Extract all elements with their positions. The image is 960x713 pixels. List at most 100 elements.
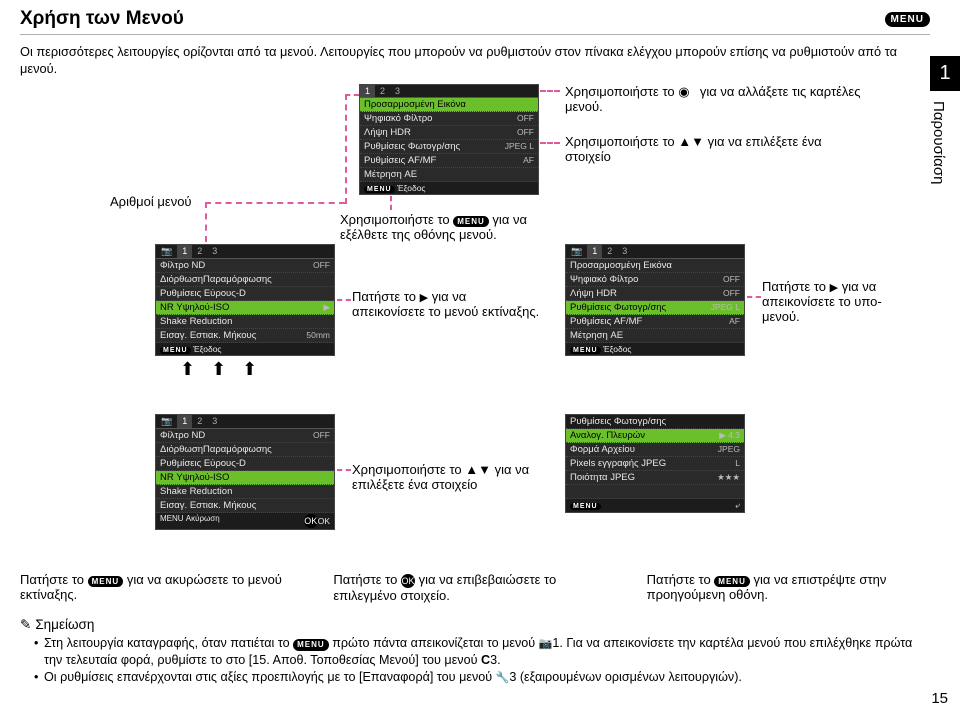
lcd-row-val: ▶ — [323, 302, 330, 313]
lcd-tab: 1 — [587, 245, 602, 258]
lcd-row-key: Shake Reduction — [160, 316, 330, 327]
label-part: Χρησιμοποιήστε το — [565, 134, 678, 149]
label-part: πρώτο πάντα απεικονίζεται το μενού — [329, 636, 539, 650]
lcd-row-key: Εισαγ. Εστιακ. Μήκους — [160, 500, 330, 511]
menu-icon: MENU — [570, 347, 601, 354]
lcd-tab: 3 — [207, 415, 222, 428]
label-part: Χρησιμοποιήστε το — [340, 212, 453, 227]
lcd-row-key: Μέτρηση AE — [570, 330, 740, 341]
note-heading: Σημείωση — [20, 617, 930, 633]
page-number: 15 — [931, 690, 948, 707]
lcd-row-key: Pixels εγγραφής JPEG — [570, 458, 735, 469]
lcd-row-key: Ψηφιακό Φίλτρο — [570, 274, 723, 285]
lcd-tab: 1 — [360, 85, 375, 97]
lcd-row-key: Ρυθμίσεις AF/MF — [570, 316, 729, 327]
label-updown-hint2: Χρησιμοποιήστε το ▲▼ για να επιλέξετε έν… — [352, 462, 552, 492]
lcd-row-key: NR Υψηλού-ISO — [160, 302, 323, 313]
lcd-row-val: AF — [729, 316, 740, 327]
lcd-row-key: Φορμά Αρχείου — [570, 444, 718, 455]
lcd-footer: OK — [318, 516, 330, 526]
lcd-title: Ρυθμίσεις Φωτογρ/σης — [570, 416, 740, 427]
lcd-screen-submenu: Ρυθμίσεις Φωτογρ/σης Αναλογ. Πλευρών▶ 4:… — [565, 414, 745, 513]
lcd-row-key: Ρυθμίσεις Εύρους-D — [160, 288, 330, 299]
lcd-row-key: Προσαρμοσμένη Εικόνα — [364, 99, 534, 110]
ok-icon: OK — [304, 514, 318, 528]
lcd-row-key: Ψηφιακό Φίλτρο — [364, 113, 517, 124]
lcd-row-key: Λήψη HDR — [364, 127, 517, 138]
lcd-row-val: 50mm — [306, 330, 330, 341]
menu-icon: MENU — [293, 639, 329, 652]
ok-icon: OK — [401, 574, 415, 588]
label-menu-numbers: Αριθμοί μενού — [110, 194, 192, 209]
label-exit-hint: Χρησιμοποιήστε το MENU για να εξέλθετε τ… — [340, 212, 550, 242]
label-part: Πατήστε το — [352, 289, 420, 304]
lcd-row-key: Μέτρηση AE — [364, 169, 534, 180]
menu-icon: MENU — [364, 186, 395, 193]
lcd-row-key: Προσαρμοσμένη Εικόνα — [570, 260, 740, 271]
lcd-row-val: L — [735, 458, 740, 469]
chapter-tab: 1 Παρουσίαση — [930, 56, 960, 184]
lcd-tab: 3 — [390, 85, 405, 97]
updown-arrow-icon: ▲▼ — [678, 134, 704, 149]
lcd-tab: 📷 — [156, 245, 177, 258]
lcd-row-val: JPEG — [718, 444, 740, 455]
menu-icon: MENU — [453, 216, 489, 227]
lcd-row-key: Φίλτρο ND — [160, 430, 313, 441]
updown-arrow-icon: ▲▼ — [465, 462, 491, 477]
lcd-row-key: Εισαγ. Εστιακ. Μήκους — [160, 330, 306, 341]
note-item: Οι ρυθμίσεις επανέρχονται στις αξίες προ… — [34, 669, 930, 686]
lcd-row-key: Αναλογ. Πλευρών — [570, 430, 719, 441]
lcd-footer: ⤶ — [735, 500, 740, 511]
lcd-row-val: OFF — [723, 288, 740, 299]
lcd-row-val: ▶ 4:3 — [719, 430, 740, 441]
camera-icon: 📷 — [539, 637, 553, 652]
label-right-hint: Πατήστε το ▶ για να απεικονίσετε το μενο… — [352, 289, 542, 319]
lcd-row-key: Φίλτρο ND — [160, 260, 313, 271]
menu-icon: MENU — [160, 347, 191, 354]
diagram-area: Αριθμοί μενού 1 2 3 Προσαρμοσμένη Εικόνα… — [20, 84, 930, 414]
right-arrow-icon: ▶ — [420, 291, 428, 304]
label-part: Χρησιμοποιήστε το — [352, 462, 465, 477]
lcd-row-val: OFF — [723, 274, 740, 285]
label-submenu-hint: Πατήστε το ▶ για να απεικονίσετε το υπο-… — [762, 279, 912, 324]
dial-icon: ◉ — [678, 84, 696, 94]
label-part: Πατήστε το — [333, 572, 401, 587]
lcd-row-val: ★★★ — [717, 472, 740, 483]
lcd-tab: 2 — [192, 245, 207, 258]
label-tabs-hint: Χρησιμοποιήστε το ◉ για να αλλάξετε τις … — [565, 84, 875, 114]
lcd-screen-left: 📷 1 2 3 Φίλτρο NDOFF ΔιόρθωσηΠαραμόρφωση… — [155, 244, 335, 356]
lcd-row-val: OFF — [313, 430, 330, 441]
lcd-footer: Έξοδος — [193, 344, 222, 354]
label-part: Οι ρυθμίσεις επανέρχονται στις αξίες προ… — [44, 670, 496, 684]
lcd-row-key: ΔιόρθωσηΠαραμόρφωσης — [160, 444, 330, 455]
lcd-row-key: NR Υψηλού-ISO — [160, 472, 330, 483]
label-updown-hint: Χρησιμοποιήστε το ▲▼ για να επιλέξετε έν… — [565, 134, 865, 164]
wrench-icon: 🔧 — [496, 671, 510, 686]
lcd-row-val: JPEG L — [505, 141, 534, 152]
lcd-tab: 2 — [192, 415, 207, 428]
label-part: Στη λειτουργία καταγραφής, όταν πατιέται… — [44, 636, 293, 650]
lcd-row-val: AF — [523, 155, 534, 166]
lcd-footer: MENU Ακύρωση — [160, 514, 220, 528]
lcd-tab: 📷 — [566, 245, 587, 258]
page-title: Χρήση των Μενού — [20, 8, 184, 30]
label-part: Πατήστε το — [20, 572, 88, 587]
caption-ok: Πατήστε το OK για να επιβεβαιώσετε το επ… — [333, 572, 616, 603]
lcd-tab: 1 — [177, 245, 192, 258]
menu-icon: MENU — [88, 576, 124, 587]
lcd-row-key: Ρυθμίσεις AF/MF — [364, 155, 523, 166]
chapter-number: 1 — [930, 56, 960, 91]
chapter-title: Παρουσίαση — [930, 91, 947, 184]
lcd-screen-popup: 📷 1 2 3 Φίλτρο NDOFF ΔιόρθωσηΠαραμόρφωση… — [155, 414, 335, 530]
lcd-row-val: OFF — [517, 127, 534, 138]
label-part: Πατήστε το — [647, 572, 715, 587]
menu-icon: MENU — [570, 503, 601, 510]
lcd-tab: 1 — [177, 415, 192, 428]
lcd-tab: 2 — [375, 85, 390, 97]
lcd-screen-right: 📷 1 2 3 Προσαρμοσμένη Εικόνα Ψηφιακό Φίλ… — [565, 244, 745, 356]
lcd-tab: 2 — [602, 245, 617, 258]
lcd-row-key: Ποιότητα JPEG — [570, 472, 717, 483]
menu-icon: MENU — [885, 12, 930, 27]
caption-cancel: Πατήστε το MENU για να ακυρώσετε το μενο… — [20, 572, 303, 603]
lcd-row-key: ΔιόρθωσηΠαραμόρφωσης — [160, 274, 330, 285]
